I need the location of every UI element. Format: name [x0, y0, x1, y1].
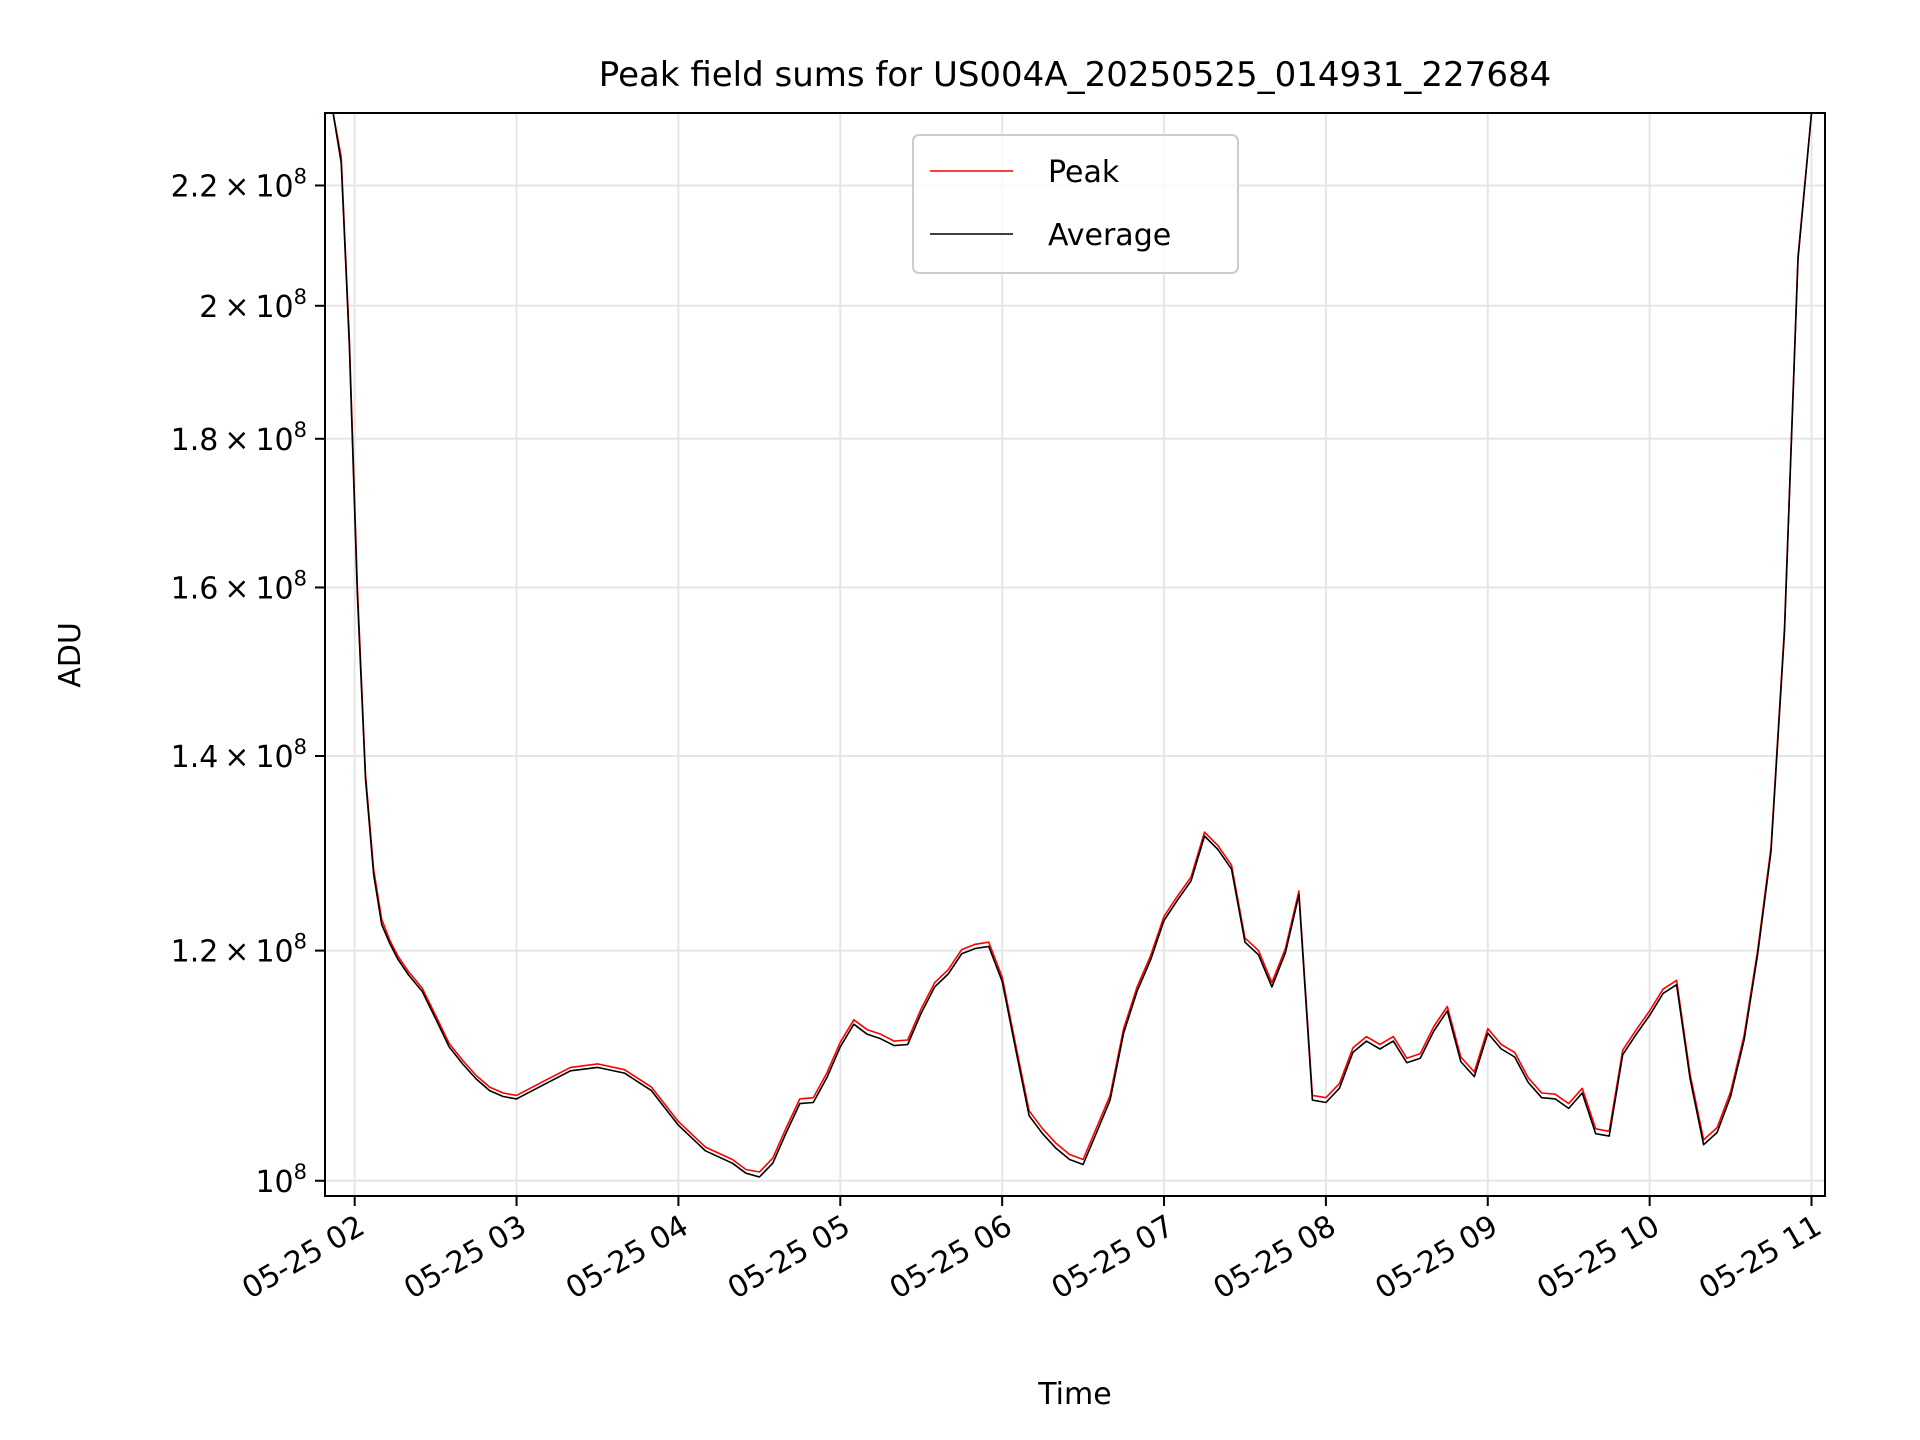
x-tick-label: 05-25 05 [722, 1209, 856, 1307]
y-axis-label: ADU [53, 622, 88, 688]
x-tick-label: 05-25 06 [884, 1209, 1018, 1307]
y-tick-label: 108 [255, 1160, 307, 1200]
series-line-average [325, 113, 1813, 1178]
x-tick-label: 05-25 02 [236, 1209, 370, 1307]
grid [325, 113, 1825, 1196]
legend-label-peak: Peak [1048, 155, 1120, 190]
y-tick-label: 1.8 × 108 [171, 418, 307, 458]
chart-title: Peak field sums for US004A_20250525_0149… [599, 55, 1551, 95]
x-axis-label: Time [1037, 1377, 1111, 1412]
x-tick-label: 05-25 10 [1531, 1209, 1665, 1307]
x-tick-label: 05-25 08 [1208, 1209, 1342, 1307]
series-group [325, 113, 1813, 1178]
x-tick-label: 05-25 09 [1369, 1209, 1503, 1307]
y-axis: 108 1.2 × 108 1.4 × 108 1.6 × 108 1.8 × 108 2… [171, 164, 325, 1200]
y-tick-label: 2 × 108 [199, 285, 307, 325]
legend-box [912, 134, 1239, 274]
x-tick-label: 05-25 11 [1693, 1209, 1827, 1307]
y-tick-label: 1.2 × 108 [171, 930, 307, 970]
legend: Peak Average [912, 134, 1239, 274]
y-tick-label: 1.6 × 108 [171, 566, 307, 606]
plot-frame [324, 112, 1826, 1197]
y-tick-label: 2.2 × 108 [171, 164, 307, 204]
legend-label-average: Average [1048, 218, 1171, 253]
x-tick-label: 05-25 04 [560, 1209, 694, 1307]
series-line-peak [325, 113, 1813, 1173]
x-axis: 05-25 02 05-25 03 05-25 04 05-25 05 05-25 06… [236, 1196, 1828, 1307]
x-tick-label: 05-25 07 [1046, 1209, 1180, 1307]
x-tick-label: 05-25 03 [398, 1209, 532, 1307]
y-tick-label: 1.4 × 108 [171, 735, 307, 775]
